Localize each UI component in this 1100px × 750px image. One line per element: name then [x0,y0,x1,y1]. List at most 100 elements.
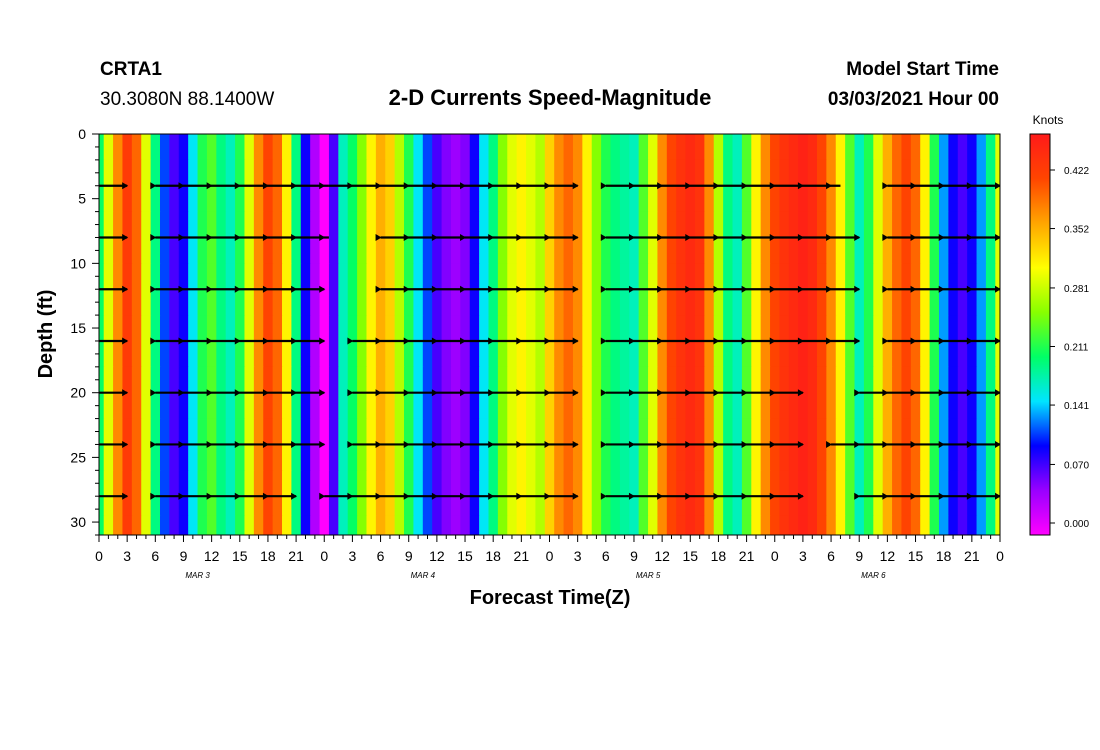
heatmap-cell [938,515,949,535]
heatmap-cell [779,470,790,517]
heatmap-cell [385,470,396,517]
y-tick-label: 25 [70,449,86,465]
x-tick-label: 21 [964,548,980,564]
heatmap-cell [216,134,227,161]
x-tick-label: 15 [457,548,473,564]
heatmap-cell [413,134,424,161]
heatmap-cell [882,515,893,535]
heatmap-cell [760,515,771,535]
heatmap-cell [263,470,274,517]
vector-arrowhead [403,285,410,293]
vector-arrowhead [600,233,607,241]
heatmap-cell [563,134,574,161]
heatmap-cell [507,134,518,161]
heatmap-cell [648,515,659,535]
vector-arrowhead [572,182,579,190]
heatmap-cell [526,470,537,517]
vector-arrowhead [262,389,269,397]
heatmap-cell [910,515,921,535]
heatmap-cell [882,134,893,161]
vector-arrowhead [854,389,861,397]
x-tick-label: 3 [123,548,131,564]
vector-arrowhead [431,440,438,448]
vector-arrowhead [882,233,889,241]
heatmap-cell [507,470,518,517]
vector-arrowhead [262,285,269,293]
heatmap-cell [206,134,217,161]
heatmap-cell [310,470,321,517]
speed-heatmap [99,134,1000,535]
vector-arrowhead [826,182,833,190]
vector-arrowhead [347,389,354,397]
heatmap-cell [741,515,752,535]
vector-arrowhead [291,440,298,448]
vector-arrowhead [938,492,945,500]
heatmap-cell [99,134,105,161]
vector-arrowhead [122,285,129,293]
heatmap-cell [929,134,940,161]
heatmap-cell [253,515,264,535]
heatmap-cell [582,134,593,161]
heatmap-cell [460,134,471,161]
vector-arrowhead [741,233,748,241]
station-id: CRTA1 [100,59,162,80]
date-label: MAR 5 [636,571,661,580]
heatmap-cell [845,515,856,535]
vector-arrowhead [178,182,185,190]
vector-arrowhead [488,440,495,448]
vector-arrowhead [572,440,579,448]
heatmap-cell [826,134,837,161]
heatmap-cell [141,470,152,517]
heatmap-cell [591,134,602,161]
heatmap-cell [488,134,499,161]
heatmap-cell [591,159,602,213]
heatmap-cell [835,134,846,161]
vector-arrowhead [600,285,607,293]
heatmap-cell [450,134,461,161]
vector-arrowhead [657,182,664,190]
x-tick-label: 18 [936,548,952,564]
heatmap-cell [141,263,152,316]
vector-arrowhead [319,440,326,448]
vector-arrowhead [741,285,748,293]
colorbar-tick-label: 0.141 [1064,401,1089,412]
vector-arrowhead [854,233,861,241]
heatmap-cell [892,515,903,535]
heatmap-cell [141,315,152,368]
heatmap-cell [328,515,339,535]
vector-arrowhead [685,233,692,241]
heatmap-cell [263,134,274,161]
vector-arrowhead [826,285,833,293]
vector-arrowhead [600,492,607,500]
vector-arrowhead [403,389,410,397]
date-label: MAR 4 [411,571,436,580]
vector-arrowhead [347,492,354,500]
heatmap-cell [432,134,443,161]
heatmap-cell [957,515,968,535]
vector-arrowhead [516,285,523,293]
vector-arrowhead [713,182,720,190]
vector-arrowhead [544,337,551,345]
x-tick-label: 15 [682,548,698,564]
heatmap-cell [863,134,874,161]
x-tick-label: 18 [485,548,501,564]
heatmap-cell [873,263,884,316]
vector-arrowhead [713,389,720,397]
vector-arrowhead [206,492,213,500]
vector-arrowhead [488,337,495,345]
heatmap-cell [357,211,368,264]
vector-arrowhead [431,389,438,397]
heatmap-cell [676,470,687,517]
heatmap-cell [676,134,687,161]
vector-arrowhead [938,440,945,448]
heatmap-cell [328,418,339,471]
heatmap-cell [385,134,396,161]
heatmap-cell [938,470,949,517]
heatmap-cell [610,134,621,161]
heatmap-cell [319,134,330,161]
vector-arrowhead [262,337,269,345]
heatmap-cell [300,470,311,517]
heatmap-cell [929,470,940,517]
heatmap-cell [582,159,593,213]
x-tick-label: 6 [151,548,159,564]
